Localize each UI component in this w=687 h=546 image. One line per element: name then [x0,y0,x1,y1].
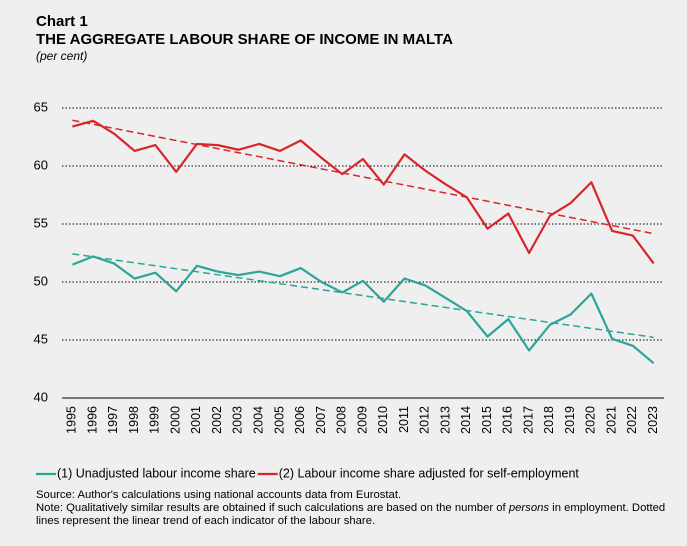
note: Note: Qualitatively similar results are … [36,502,676,528]
x-tick-label: 2015 [480,406,494,434]
x-tick-label: 2003 [231,406,245,434]
x-tick-label: 2009 [355,406,369,434]
x-tick-label: 2002 [210,406,224,434]
series-line [71,255,655,365]
series-line [72,119,655,265]
x-tick-label: 1996 [85,406,99,434]
x-tick-label: 2000 [168,406,182,434]
legend-label: (2) Labour income share adjusted for sel… [279,466,580,480]
x-tick-label: 1998 [127,406,141,434]
x-tick-label: 2019 [563,406,577,434]
x-tick-label: 2004 [252,406,266,434]
x-tick-label: 1997 [106,406,120,434]
y-tick-label: 65 [34,99,48,114]
x-tick-label: 2023 [646,406,660,434]
x-tick-label: 2007 [314,406,328,434]
x-tick-label: 2008 [335,406,349,434]
trend-line [72,119,654,235]
y-tick-label: 55 [34,215,48,230]
trend-line [72,253,654,339]
x-tick-label: 2021 [604,406,618,434]
x-tick-label: 2016 [501,406,515,434]
x-tick-label: 2011 [397,406,411,433]
note-text: in employment. Dotted lines represent th… [36,502,666,527]
y-tick-label: 60 [34,157,48,172]
note-emphasis: persons [508,502,550,514]
x-tick-label: 1999 [148,406,162,434]
chart-label: Chart 1 [36,13,88,30]
x-tick-label: 2006 [293,406,307,434]
x-tick-label: 2022 [625,406,639,434]
y-tick-label: 45 [34,331,48,346]
x-tick-label: 2014 [459,406,473,434]
x-tick-label: 2001 [189,406,203,434]
x-tick-label: 2018 [542,406,556,434]
x-tick-label: 1995 [65,406,79,434]
x-tick-label: 2012 [418,406,432,434]
y-tick-label: 50 [34,273,48,288]
x-tick-label: 2013 [438,406,452,434]
x-tick-label: 2020 [584,406,598,434]
legend-label: (1) Unadjusted labour income share [57,466,256,480]
chart-title: THE AGGREGATE LABOUR SHARE OF INCOME IN … [36,31,453,48]
x-tick-label: 2005 [272,406,286,434]
x-tick-label: 2010 [376,406,390,434]
chart-subtitle: (per cent) [36,49,87,63]
y-tick-label: 40 [34,389,48,404]
x-tick-label: 2017 [521,406,535,434]
note-text: Note: Qualitatively similar results are … [36,502,509,514]
source: Source: Author's calculations using nati… [36,489,402,501]
notes: Source: Author's calculations using nati… [36,489,676,528]
